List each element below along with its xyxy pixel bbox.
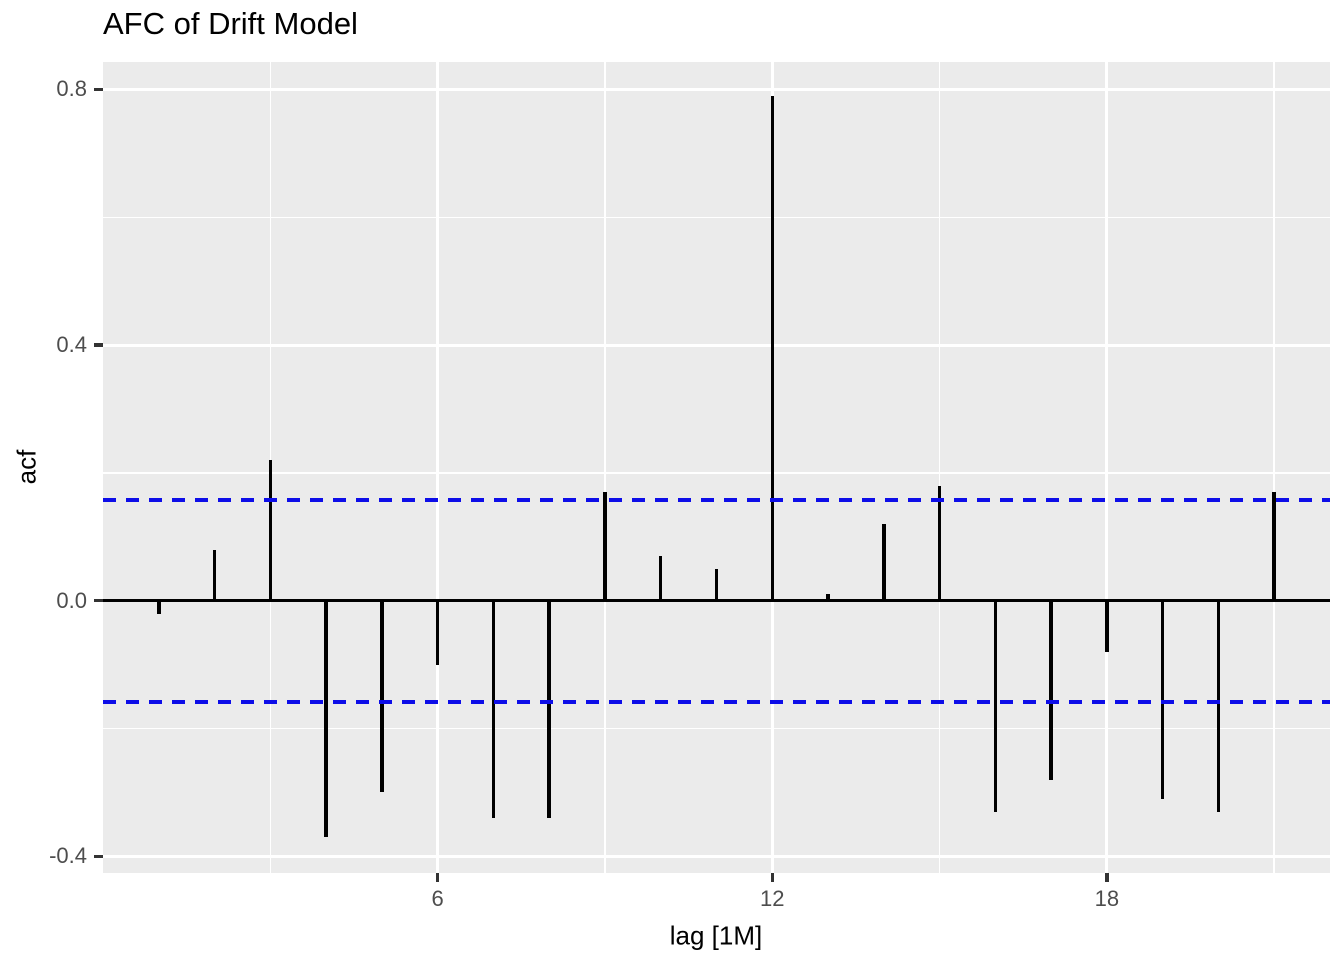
acf-spike xyxy=(157,600,161,614)
confidence-line-lower xyxy=(103,699,1330,704)
acf-spike xyxy=(993,600,998,812)
y-axis-title: acf xyxy=(11,449,42,485)
gridline-major-x xyxy=(1105,62,1109,873)
acf-spike xyxy=(268,460,273,601)
y-tick-label: 0.8 xyxy=(56,76,87,102)
x-axis-tick xyxy=(770,873,775,882)
acf-spike xyxy=(324,600,328,838)
acf-spike xyxy=(770,95,775,601)
y-axis-tick xyxy=(94,87,103,92)
acf-spike xyxy=(491,600,496,819)
acf-spike xyxy=(547,600,551,819)
y-axis-tick xyxy=(94,343,103,347)
y-axis-tick xyxy=(94,598,103,603)
x-axis-title: lag [1M] xyxy=(669,920,763,951)
acf-spike xyxy=(603,492,607,601)
y-axis-tick xyxy=(94,854,103,859)
zero-line xyxy=(103,598,1330,603)
gridline-major-y xyxy=(103,343,1330,347)
gridline-major-y xyxy=(103,854,1330,858)
acf-spike xyxy=(1272,492,1276,601)
x-tick-label: 18 xyxy=(1094,886,1120,911)
x-axis-tick xyxy=(435,873,440,882)
x-tick-label: 6 xyxy=(431,886,444,911)
gridline-major-y xyxy=(103,87,1330,91)
gridline-minor-y xyxy=(103,472,1330,474)
gridline-minor-y xyxy=(103,216,1330,219)
confidence-line-upper xyxy=(103,497,1330,502)
plot-title: AFC of Drift Model xyxy=(103,6,358,41)
acf-spike xyxy=(882,524,886,601)
y-tick-label: -0.4 xyxy=(49,843,87,869)
gridline-major-x xyxy=(436,62,440,873)
plot-panel xyxy=(103,62,1330,873)
acf-spike xyxy=(1216,600,1221,812)
y-tick-label: 0.4 xyxy=(56,332,87,358)
gridline-minor-x xyxy=(604,62,606,873)
gridline-minor-y xyxy=(103,727,1330,730)
gridline-minor-x xyxy=(1273,62,1275,873)
gridline-minor-x xyxy=(938,62,941,873)
x-tick-label: 12 xyxy=(760,886,785,911)
acf-spike xyxy=(212,549,217,601)
acf-spike xyxy=(826,594,830,601)
acf-spike xyxy=(1105,600,1109,652)
acf-spike xyxy=(937,485,942,601)
acf-spike xyxy=(1049,600,1053,780)
y-tick-label: 0.0 xyxy=(56,587,87,613)
acf-spike xyxy=(380,600,384,793)
x-axis-tick xyxy=(1105,873,1109,882)
acf-spike xyxy=(435,600,440,665)
acf-spike xyxy=(658,556,663,601)
acf-spike xyxy=(714,568,719,601)
